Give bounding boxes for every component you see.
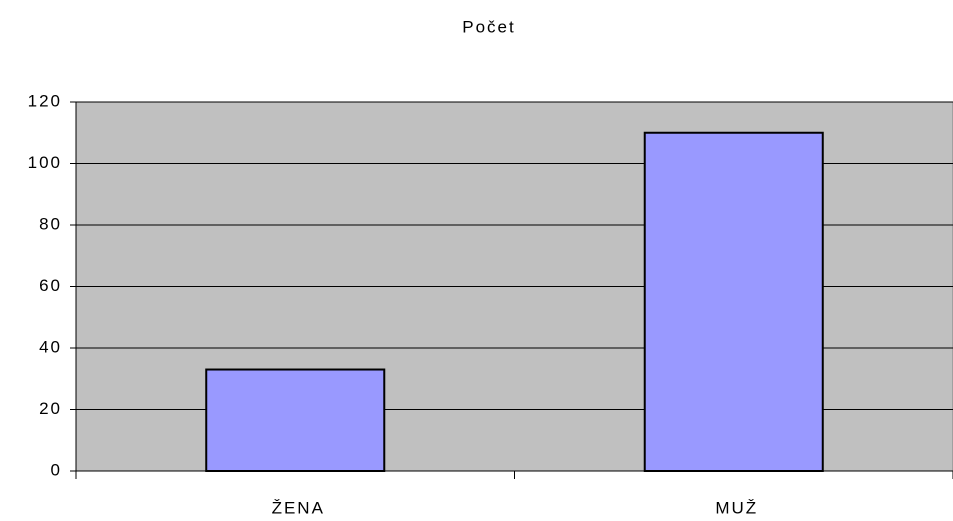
y-tick-label: 60 — [39, 276, 62, 295]
y-tick-label: 120 — [28, 91, 62, 110]
y-tick-label: 0 — [51, 460, 62, 479]
y-tick-label: 80 — [39, 214, 62, 233]
bar — [205, 368, 386, 472]
y-tick-label: 100 — [28, 153, 62, 172]
x-tick-label: ŽENA — [272, 498, 325, 517]
y-tick-label: 20 — [39, 399, 62, 418]
bar — [643, 131, 824, 472]
y-tick-label: 40 — [39, 337, 62, 356]
x-tick-label: MUŽ — [715, 498, 758, 517]
chart-title: Počet — [462, 17, 515, 36]
